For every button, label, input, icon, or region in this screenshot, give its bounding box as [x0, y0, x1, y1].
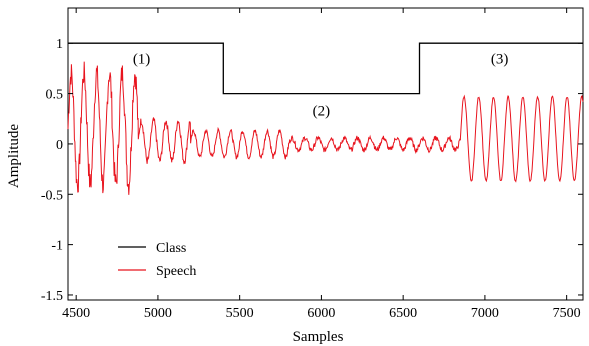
x-tick-label: 7500 — [553, 306, 581, 321]
plot-frame — [67, 7, 584, 301]
y-tick-label: -1.5 — [41, 289, 63, 304]
x-axis: 4500 5000 5500 6000 6500 7000 7500 — [62, 8, 581, 321]
x-tick-label: 5500 — [226, 306, 254, 321]
y-tick-label: 1 — [56, 37, 63, 52]
annotation-label: (1) — [133, 51, 151, 67]
annotation-label: (3) — [491, 51, 509, 67]
y-tick-label: -0.5 — [41, 188, 63, 203]
x-tick-label: 6500 — [389, 306, 417, 321]
plot-area — [67, 7, 584, 301]
y-tick-label: -1 — [51, 239, 63, 254]
series-class-line — [68, 42, 583, 95]
x-tick-label: 5000 — [144, 306, 172, 321]
x-axis-label: Samples — [293, 329, 344, 345]
legend: Class Speech — [118, 241, 196, 279]
y-axis: 1 0.5 0 -0.5 -1 -1.5 — [41, 37, 583, 304]
x-tick-label: 7000 — [471, 306, 499, 321]
y-tick-label: 0.5 — [46, 88, 64, 103]
y-axis-label: Amplitude — [6, 124, 22, 189]
y-tick-label: 0 — [56, 138, 63, 153]
annotations: (1) (2) (3) — [133, 51, 509, 119]
legend-speech-label: Speech — [156, 264, 196, 279]
x-tick-label: 6000 — [307, 306, 335, 321]
annotation-label: (2) — [313, 104, 331, 120]
x-tick-label: 4500 — [62, 306, 90, 321]
series-speech-line — [67, 61, 584, 195]
legend-class-label: Class — [156, 241, 186, 256]
